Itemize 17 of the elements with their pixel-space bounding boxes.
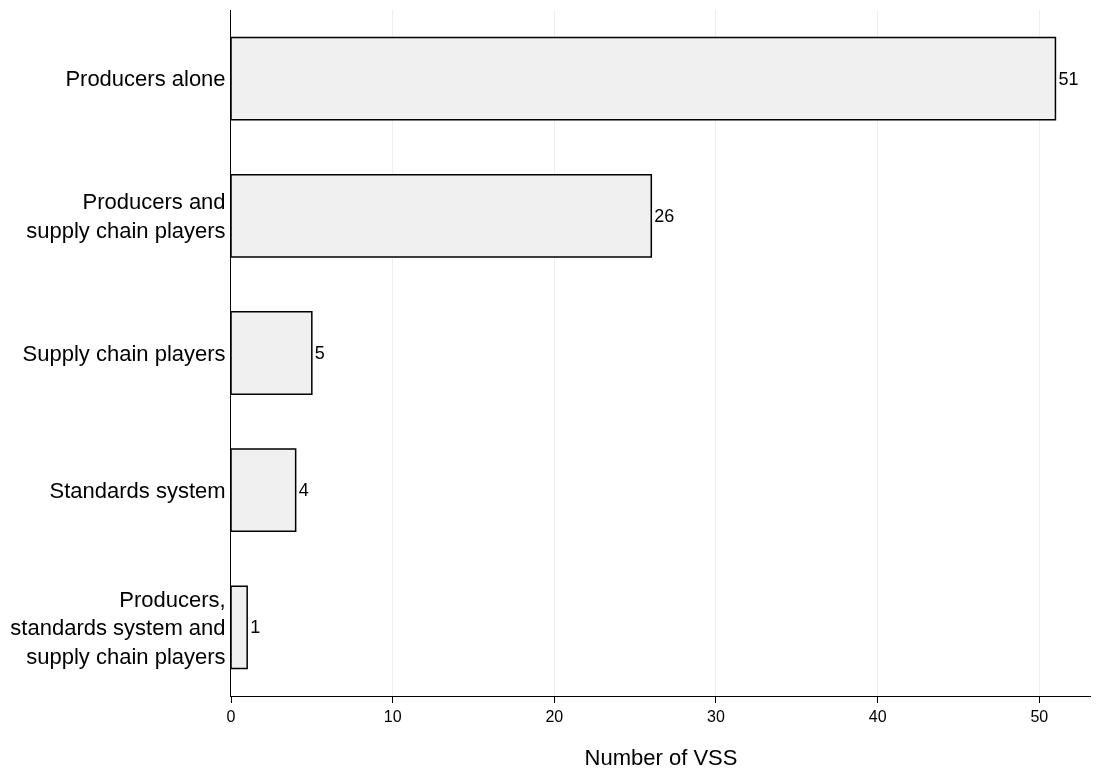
- y-tick-label: Producers, standards system and supply chain players: [10, 586, 226, 669]
- x-axis-title: Number of VSS: [584, 745, 738, 771]
- x-tick-label: 10: [383, 708, 402, 726]
- data-label: 1: [250, 617, 261, 638]
- y-tick-label: Supply chain players: [22, 340, 226, 366]
- x-tick-label: 20: [545, 708, 564, 726]
- x-tick-label: 40: [868, 708, 887, 726]
- y-tick-label: Producers and supply chain players: [26, 189, 226, 243]
- data-label: 5: [314, 343, 325, 363]
- data-label: 4: [298, 480, 309, 501]
- y-tick-label: Standards system: [49, 477, 226, 503]
- data-label: 26: [654, 205, 675, 226]
- y-tick-label: Producers alone: [65, 66, 226, 92]
- data-label: 51: [1058, 68, 1079, 89]
- x-tick-label: 50: [1030, 708, 1049, 726]
- x-tick-label: 30: [707, 708, 725, 726]
- x-tick-label: 0: [226, 708, 236, 726]
